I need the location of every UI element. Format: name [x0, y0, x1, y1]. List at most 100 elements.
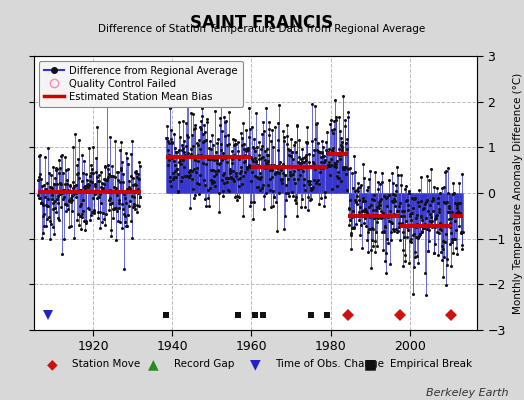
Point	[36, 151, 44, 158]
Point	[168, 154, 177, 161]
Point	[280, 212, 289, 219]
Point	[90, 207, 98, 213]
Point	[169, 170, 178, 177]
Point	[231, 194, 239, 200]
Point	[93, 174, 102, 180]
Point	[91, 181, 99, 187]
Point	[174, 159, 183, 166]
Point	[449, 191, 457, 197]
Point	[293, 213, 301, 219]
Point	[264, 182, 272, 188]
Point	[279, 161, 287, 167]
Point	[298, 168, 307, 174]
Point	[133, 202, 141, 208]
Point	[136, 194, 144, 200]
Point	[251, 173, 259, 180]
Point	[353, 186, 361, 193]
Point	[413, 199, 422, 206]
Point	[60, 194, 69, 200]
Point	[396, 236, 405, 243]
Point	[326, 172, 334, 179]
Point	[332, 163, 341, 170]
Point	[75, 175, 83, 181]
Point	[361, 215, 369, 221]
Point	[179, 138, 188, 144]
Point	[323, 163, 332, 170]
Point	[45, 169, 53, 176]
Point	[289, 156, 297, 162]
Point	[228, 176, 237, 182]
Point	[291, 180, 299, 186]
Point	[277, 177, 286, 183]
Point	[397, 182, 405, 188]
Point	[363, 187, 371, 194]
Point	[301, 154, 309, 160]
Point	[39, 182, 48, 188]
Point	[224, 187, 232, 194]
Point	[56, 180, 64, 187]
Point	[299, 176, 308, 182]
Point	[305, 180, 313, 187]
Point	[380, 228, 388, 234]
Point	[212, 171, 220, 177]
Point	[330, 163, 338, 170]
Point	[324, 149, 332, 155]
Point	[279, 128, 288, 134]
Point	[369, 243, 378, 250]
Point	[73, 171, 81, 178]
Point	[176, 155, 184, 161]
Point	[314, 140, 323, 147]
Point	[347, 230, 355, 236]
Point	[343, 146, 351, 152]
Point	[286, 172, 294, 179]
Point	[399, 247, 407, 253]
Point	[319, 165, 328, 171]
Point	[378, 229, 386, 235]
Point	[199, 160, 207, 166]
Point	[297, 165, 305, 171]
Point	[313, 146, 322, 153]
Point	[282, 122, 291, 128]
Point	[79, 208, 87, 214]
Point	[180, 164, 188, 170]
Point	[396, 200, 404, 207]
Point	[63, 177, 72, 183]
Point	[342, 140, 350, 146]
Point	[289, 141, 298, 148]
Point	[252, 158, 260, 164]
Point	[219, 149, 227, 156]
Point	[453, 202, 462, 208]
Text: Record Gap: Record Gap	[173, 359, 234, 369]
Point	[406, 213, 414, 220]
Point	[216, 115, 224, 122]
Point	[110, 188, 118, 194]
Point	[210, 173, 218, 180]
Point	[170, 162, 179, 168]
Point	[85, 144, 94, 151]
Point	[202, 203, 210, 209]
Point	[71, 188, 79, 194]
Point	[427, 214, 435, 220]
Point	[438, 257, 446, 263]
Point	[401, 217, 410, 224]
Point	[432, 213, 441, 219]
Point	[320, 158, 329, 165]
Point	[191, 157, 199, 163]
Point	[387, 236, 396, 243]
Point	[81, 183, 90, 189]
Point	[454, 200, 462, 206]
Point	[325, 158, 333, 165]
Point	[216, 160, 224, 166]
Point	[394, 228, 402, 234]
Point	[296, 160, 304, 166]
Point	[223, 159, 232, 165]
Point	[308, 101, 316, 107]
Point	[321, 189, 330, 195]
Point	[274, 120, 282, 126]
Point	[367, 224, 376, 231]
Point	[124, 161, 132, 168]
Point	[388, 170, 396, 176]
Point	[414, 187, 423, 194]
Point	[97, 184, 105, 190]
Point	[426, 211, 434, 217]
